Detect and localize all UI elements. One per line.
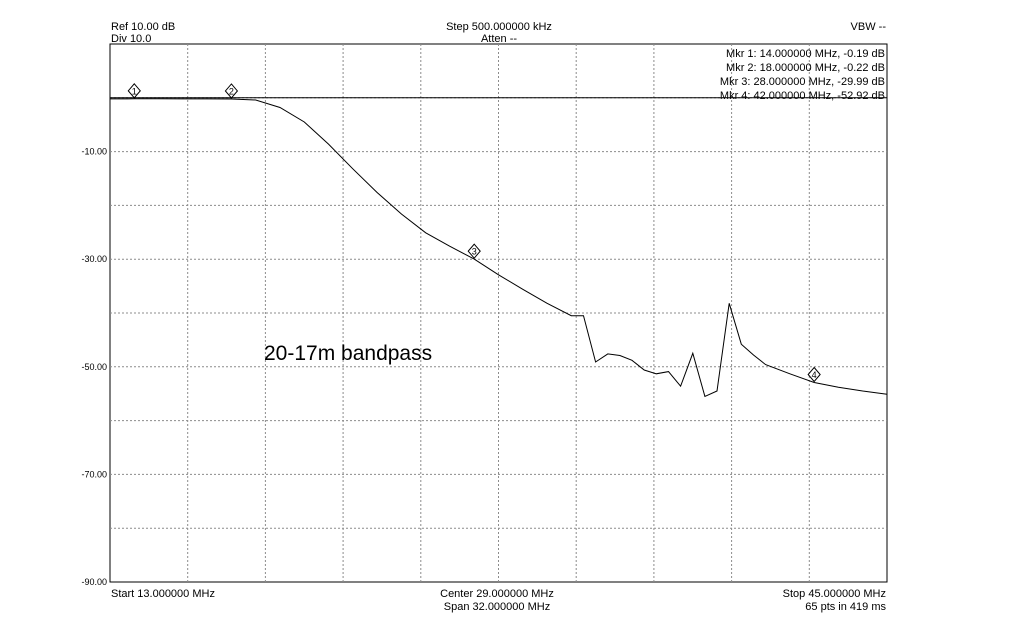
marker-3: 3 bbox=[467, 243, 481, 259]
center-frequency-label: Center 29.000000 MHz bbox=[440, 588, 554, 600]
y-tick-label: -10.00 bbox=[81, 147, 107, 157]
start-frequency-label: Start 13.000000 MHz bbox=[111, 588, 215, 600]
marker-1: 1 bbox=[127, 83, 141, 99]
marker-diamond bbox=[467, 243, 481, 259]
marker-diamond bbox=[807, 366, 821, 383]
sweep-points-label: 65 pts in 419 ms bbox=[805, 601, 886, 613]
marker-label: 4 bbox=[812, 370, 817, 380]
stop-frequency-label: Stop 45.000000 MHz bbox=[782, 588, 886, 600]
marker-diamond bbox=[224, 83, 239, 99]
marker-readout-3: Mkr 3: 28.000000 MHz, -29.99 dB bbox=[719, 76, 885, 88]
grid bbox=[110, 44, 887, 582]
marker-readout-4: Mkr 4: 42.000000 MHz, -52.92 dB bbox=[719, 90, 885, 102]
trace-line bbox=[109, 98, 888, 398]
marker-readout-1: Mkr 1: 14.000000 MHz, -0.19 dB bbox=[726, 48, 885, 60]
step-label: Step 500.000000 kHz bbox=[446, 21, 552, 33]
marker-label: 3 bbox=[472, 247, 477, 257]
marker-diamond bbox=[127, 83, 141, 99]
y-tick-label: -70.00 bbox=[81, 469, 107, 479]
ref-level-label: Ref 10.00 dB bbox=[111, 21, 176, 33]
y-tick-label: -50.00 bbox=[81, 362, 107, 372]
marker-4: 4 bbox=[807, 366, 821, 383]
vbw-label: VBW -- bbox=[850, 21, 886, 33]
atten-label: Atten -- bbox=[480, 33, 518, 45]
div-label: Div 10.0 bbox=[111, 33, 152, 45]
marker-readout-2: Mkr 2: 18.000000 MHz, -0.22 dB bbox=[726, 62, 885, 74]
marker-label: 2 bbox=[229, 86, 234, 96]
marker-label: 1 bbox=[132, 86, 137, 96]
filter-annotation: 20-17m bandpass bbox=[264, 342, 433, 365]
y-tick-label: -30.00 bbox=[81, 254, 107, 264]
marker-2: 2 bbox=[224, 83, 239, 99]
marker-symbols: 1 2 3 4 bbox=[127, 83, 821, 383]
y-tick-labels: -10.00 -30.00 -50.00 -70.00 -90.00 bbox=[81, 147, 107, 587]
y-tick-label: -90.00 bbox=[81, 577, 107, 587]
span-label: Span 32.000000 MHz bbox=[443, 601, 551, 613]
